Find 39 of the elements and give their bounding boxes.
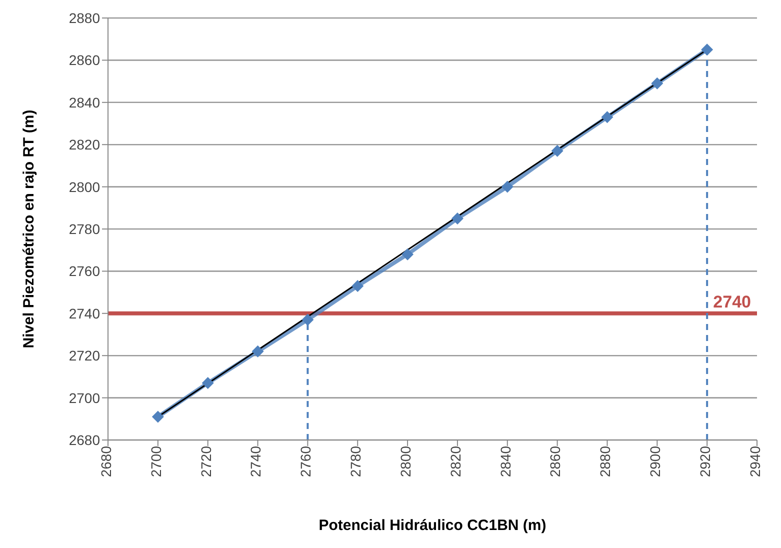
point	[252, 345, 264, 358]
y-tick-label: 2840	[68, 94, 100, 110]
x-axis-title: Potencial Hidráulico CC1BN (m)	[318, 517, 546, 534]
point	[402, 248, 414, 260]
point	[651, 77, 664, 90]
x-tick-label: 2760	[298, 446, 314, 478]
x-tick-label: 2780	[348, 446, 364, 478]
y-tick-label: 2820	[68, 136, 100, 153]
x-tick-label: 2740	[248, 446, 264, 478]
y-tick-label: 2700	[68, 390, 100, 406]
point	[202, 377, 214, 390]
point	[701, 44, 714, 56]
y-tick-label: 2740	[68, 305, 100, 322]
y-tick-label: 2800	[68, 178, 100, 195]
x-tick-label: 2860	[547, 446, 564, 478]
x-tick-label: 2880	[597, 446, 614, 478]
x-tick-label: 2700	[148, 446, 164, 478]
y-tick-label: 2720	[68, 348, 100, 364]
point	[152, 410, 164, 423]
x-tick-label: 2720	[198, 446, 214, 478]
y-tick-label: 2880	[68, 10, 100, 26]
point	[601, 111, 614, 124]
point	[551, 144, 564, 157]
y-tick-label: 2780	[68, 220, 100, 237]
y-tick-label: 2760	[68, 263, 100, 280]
x-tick-label: 2840	[497, 446, 514, 478]
point	[451, 212, 464, 224]
ref-line-label: 2740	[713, 292, 751, 312]
x-tick-label: 2800	[397, 446, 414, 478]
x-tick-label: 2920	[697, 446, 714, 478]
point	[302, 314, 314, 326]
x-tick-label: 2900	[647, 446, 664, 478]
y-tick-label: 2860	[68, 52, 100, 68]
y-axis-title: Nivel Piezométrico en rajo RT (m)	[20, 110, 38, 348]
x-tick-label: 2820	[447, 446, 464, 478]
x-tick-label: 2940	[746, 446, 763, 478]
y-tick-label: 2680	[68, 432, 100, 448]
point	[501, 180, 514, 193]
point	[352, 280, 364, 292]
